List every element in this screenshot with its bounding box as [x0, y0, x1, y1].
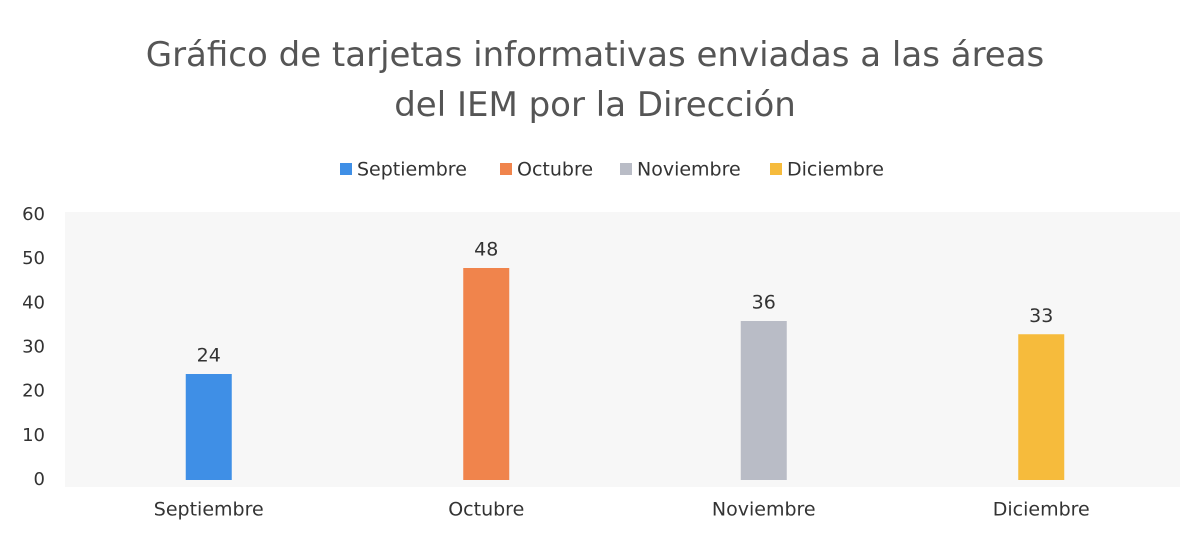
- y-tick-label: 20: [22, 381, 45, 402]
- data-label: 36: [752, 292, 776, 314]
- data-label: 24: [197, 345, 221, 367]
- legend-label: Noviembre: [637, 159, 741, 181]
- y-tick-label: 30: [22, 337, 45, 358]
- plot-background: [65, 212, 1180, 487]
- bar: [1018, 334, 1065, 480]
- y-tick-label: 50: [22, 248, 45, 269]
- y-tick-label: 0: [34, 469, 45, 490]
- legend-label: Diciembre: [787, 159, 884, 181]
- bar: [185, 374, 232, 480]
- bar: [463, 268, 510, 480]
- legend-swatch: [620, 163, 632, 175]
- legend-swatch: [770, 163, 782, 175]
- data-label: 48: [474, 239, 498, 261]
- legend-label: Octubre: [517, 159, 593, 181]
- y-tick-label: 40: [22, 292, 45, 313]
- bar: [740, 321, 787, 480]
- legend-swatch: [340, 163, 352, 175]
- x-tick-label: Octubre: [448, 499, 524, 521]
- chart-title: Gráfico de tarjetas informativas enviada…: [145, 35, 1045, 125]
- x-tick-label: Septiembre: [154, 499, 264, 521]
- x-tick-label: Diciembre: [993, 499, 1090, 521]
- legend-label: Septiembre: [357, 159, 467, 181]
- data-label: 33: [1029, 305, 1053, 327]
- y-tick-label: 10: [22, 425, 45, 446]
- legend-swatch: [500, 163, 512, 175]
- y-tick-label: 60: [22, 204, 45, 225]
- x-tick-label: Noviembre: [712, 499, 816, 521]
